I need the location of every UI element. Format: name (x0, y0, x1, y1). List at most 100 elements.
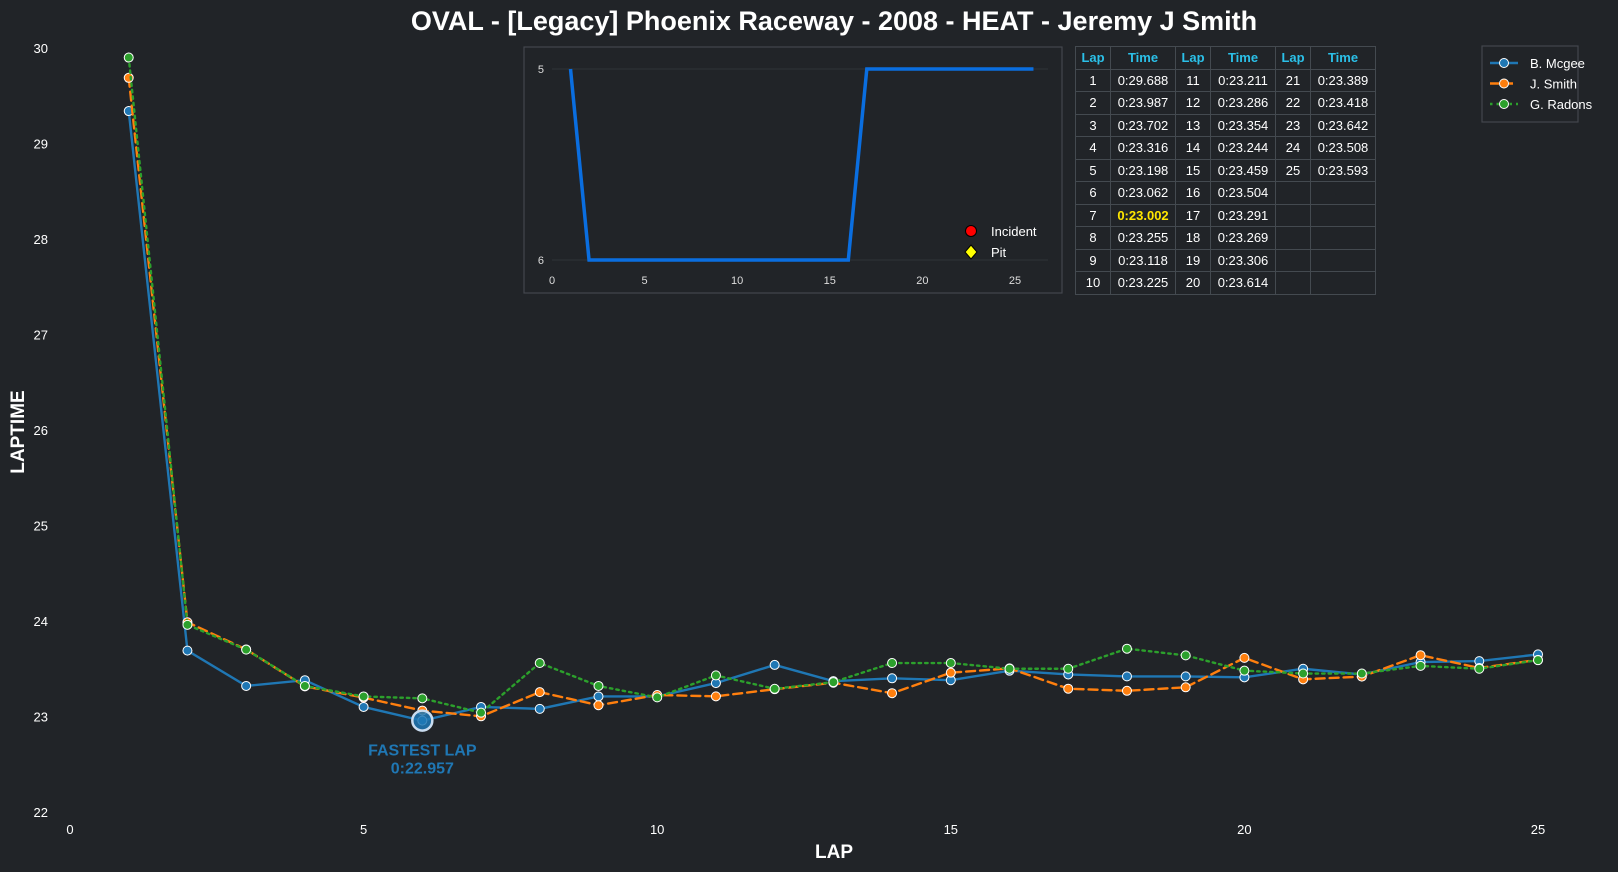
data-point (417, 693, 428, 704)
table-header-cell: Lap (1075, 46, 1111, 70)
data-point (1415, 660, 1426, 671)
table-cell: 10 (1075, 271, 1111, 295)
data-point (593, 691, 604, 702)
table-row: 9 0:23.118 19 0:23.306 (1075, 248, 1376, 272)
table-cell: 19 (1175, 248, 1211, 272)
table-row: 3 0:23.702 13 0:23.354 23 0:23.642 (1075, 113, 1376, 137)
table-cell: 3 (1075, 113, 1111, 137)
table-cell (1275, 248, 1311, 272)
table-cell (1310, 248, 1376, 272)
table-cell: 13 (1175, 113, 1211, 137)
table-cell: 21 (1275, 68, 1311, 92)
inset-x-tick-label: 10 (731, 275, 743, 287)
y-tick-label: 28 (34, 232, 48, 247)
data-point (769, 683, 780, 694)
chart-title: OVAL - [Legacy] Phoenix Raceway - 2008 -… (411, 6, 1257, 36)
table-cell: 0:23.118 (1110, 248, 1176, 272)
data-point (710, 670, 721, 681)
table-cell: 0:23.504 (1210, 181, 1276, 205)
data-point (945, 658, 956, 669)
table-cell: 20 (1175, 271, 1211, 295)
inset-y-tick-label: 6 (538, 255, 544, 267)
data-point (476, 707, 487, 718)
table-cell (1310, 181, 1376, 205)
table-cell: 0:23.508 (1310, 136, 1376, 160)
inset-x-tick-label: 25 (1009, 275, 1021, 287)
data-point (887, 673, 898, 684)
table-header-cell: Lap (1275, 46, 1311, 70)
table-cell: 12 (1175, 91, 1211, 115)
y-tick-label: 23 (34, 710, 48, 725)
y-tick-label: 22 (34, 805, 48, 820)
legend-label: B. Mcgee (1530, 56, 1585, 71)
table-cell: 0:23.614 (1210, 271, 1276, 295)
table-cell: 8 (1075, 226, 1111, 250)
table-cell: 0:29.688 (1110, 68, 1176, 92)
legend-marker (1499, 58, 1509, 68)
data-point (1239, 665, 1250, 676)
table-cell (1275, 203, 1311, 227)
table-cell: 9 (1075, 248, 1111, 272)
table-cell: 0:23.642 (1310, 113, 1376, 137)
data-point (1474, 663, 1485, 674)
table-cell: 24 (1275, 136, 1311, 160)
table-cell: 16 (1175, 181, 1211, 205)
data-point (1180, 682, 1191, 693)
table-cell: 0:23.198 (1110, 158, 1176, 182)
table-cell: 4 (1075, 136, 1111, 160)
data-point (1063, 683, 1074, 694)
data-point (123, 52, 134, 63)
table-cell: 0:23.316 (1110, 136, 1176, 160)
data-point (358, 691, 369, 702)
table-cell: 0:23.291 (1210, 203, 1276, 227)
table-cell: 0:23.418 (1310, 91, 1376, 115)
data-point (182, 619, 193, 630)
inset-x-tick-label: 15 (824, 275, 836, 287)
table-cell: 0:23.269 (1210, 226, 1276, 250)
lap-times-table: Lap Time Lap Time Lap Time 1 0:29.688 11 0:23.21… (1075, 46, 1376, 295)
data-point (358, 701, 369, 712)
inset-legend-label: Incident (991, 224, 1037, 239)
table-cell: 0:23.306 (1210, 248, 1276, 272)
table-header-cell: Lap (1175, 46, 1211, 70)
y-tick-label: 24 (34, 614, 48, 629)
data-point (769, 659, 780, 670)
x-axis-title: LAP (815, 842, 853, 863)
data-point (534, 687, 545, 698)
table-row: 4 0:23.316 14 0:23.244 24 0:23.508 (1075, 136, 1376, 160)
table-cell (1310, 226, 1376, 250)
data-point (1356, 668, 1367, 679)
data-point (1533, 655, 1543, 666)
legend-marker (1499, 99, 1509, 109)
table-header-cell: Time (1110, 46, 1176, 70)
fastest-lap-label: FASTEST LAP (368, 743, 477, 760)
data-point (652, 692, 663, 703)
data-point (1063, 663, 1074, 674)
x-tick-label: 5 (360, 822, 367, 837)
data-point (534, 703, 545, 714)
data-point (534, 658, 545, 669)
table-row: 7 0:23.002 17 0:23.291 (1075, 203, 1376, 227)
x-tick-label: 25 (1531, 822, 1545, 837)
table-cell: 0:23.459 (1210, 158, 1276, 182)
table-cell: 11 (1175, 68, 1211, 92)
inset-legend-label: Pit (991, 245, 1007, 260)
table-row: 6 0:23.062 16 0:23.504 (1075, 181, 1376, 205)
table-cell (1310, 271, 1376, 295)
data-point (828, 677, 839, 688)
table-row: 10 0:23.225 20 0:23.614 (1075, 271, 1376, 295)
table-cell: 0:23.987 (1110, 91, 1176, 115)
data-point (593, 680, 604, 691)
table-cell (1310, 203, 1376, 227)
inset-x-tick-label: 5 (642, 275, 648, 287)
table-cell: 7 (1075, 203, 1111, 227)
table-cell: 0:23.211 (1210, 68, 1276, 92)
table-cell: 0:23.255 (1110, 226, 1176, 250)
table-cell: 5 (1075, 158, 1111, 182)
position-line (568, 67, 1034, 262)
x-tick-label: 20 (1237, 822, 1251, 837)
table-cell: 18 (1175, 226, 1211, 250)
inset-x-tick-label: 0 (549, 275, 555, 287)
table-cell: 0:23.286 (1210, 91, 1276, 115)
